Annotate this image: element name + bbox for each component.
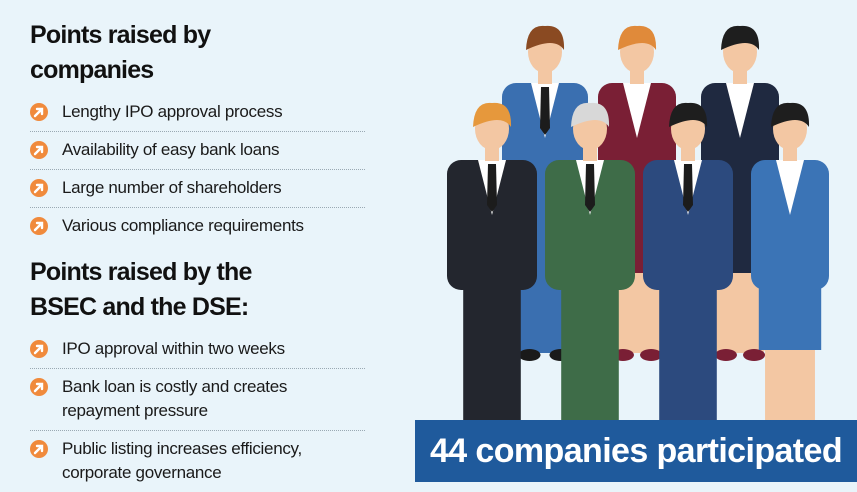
- torso: [751, 160, 829, 290]
- tie: [585, 164, 595, 212]
- people-illustration: [447, 25, 829, 420]
- item-text: Bank loan is costly and creates repaymen…: [62, 377, 288, 420]
- hair: [473, 102, 512, 127]
- item-text: Lengthy IPO approval process: [62, 102, 283, 121]
- list-item: IPO approval within two weeks: [30, 331, 365, 369]
- shoe: [518, 349, 541, 361]
- torso: [643, 160, 733, 290]
- torso: [447, 160, 537, 290]
- bullet-icon: [30, 378, 48, 396]
- legs: [561, 280, 619, 420]
- legs: [463, 280, 521, 420]
- banner: 44 companies participated: [415, 420, 857, 482]
- tie: [683, 164, 693, 212]
- shirt: [726, 83, 754, 138]
- section-title: Points raised by companies: [30, 21, 211, 84]
- hair: [571, 102, 610, 127]
- section-title: Points raised by the BSEC and the DSE:: [30, 258, 252, 321]
- tie: [487, 164, 497, 212]
- shoe: [714, 349, 737, 361]
- list-item: Lengthy IPO approval process: [30, 94, 365, 132]
- item-text: Large number of shareholders: [62, 178, 282, 197]
- item-text: Various compliance requirements: [62, 216, 304, 235]
- hair: [721, 25, 760, 50]
- section: Points raised by companies Lengthy IPO ap…: [30, 18, 365, 245]
- list-item: Bank loan is costly and creates repaymen…: [30, 369, 365, 431]
- item-text: Public listing increases efficiency, cor…: [62, 439, 302, 482]
- bullet-icon: [30, 103, 48, 121]
- bullet-icon: [30, 340, 48, 358]
- list-item: Large number of shareholders: [30, 170, 365, 208]
- text-panel: Points raised by companies Lengthy IPO ap…: [30, 18, 365, 492]
- section: Points raised by the BSEC and the DSE: IP…: [30, 255, 365, 492]
- bullet-icon: [30, 217, 48, 235]
- page: Points raised by companies Lengthy IPO ap…: [30, 21, 857, 482]
- item-text: IPO approval within two weeks: [62, 339, 285, 358]
- bullet-icon: [30, 141, 48, 159]
- hair: [771, 102, 810, 127]
- shoe: [743, 349, 766, 361]
- shirt: [776, 160, 804, 215]
- hair: [526, 25, 565, 50]
- hair: [618, 25, 657, 50]
- list-item: Various compliance requirements: [30, 208, 365, 245]
- tie: [540, 87, 550, 135]
- shoe: [640, 349, 663, 361]
- list-item: Availability of easy bank loans: [30, 132, 365, 170]
- list-item: Public listing increases efficiency, cor…: [30, 431, 365, 492]
- bullet-icon: [30, 179, 48, 197]
- hair: [669, 102, 708, 127]
- bullet-icon: [30, 440, 48, 458]
- shirt: [623, 83, 651, 138]
- torso: [545, 160, 635, 290]
- item-text: Availability of easy bank loans: [62, 140, 280, 159]
- legs: [659, 280, 717, 420]
